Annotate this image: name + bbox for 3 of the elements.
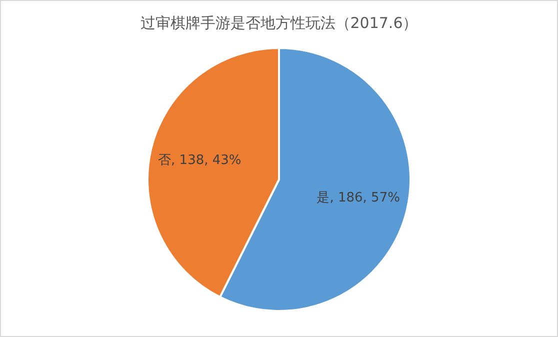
slice-label: 否, 138, 43% <box>158 153 242 168</box>
slice-label: 是, 186, 57% <box>316 190 400 206</box>
chart-title: 过审棋牌手游是否地方性玩法（2017.6） <box>140 14 418 32</box>
